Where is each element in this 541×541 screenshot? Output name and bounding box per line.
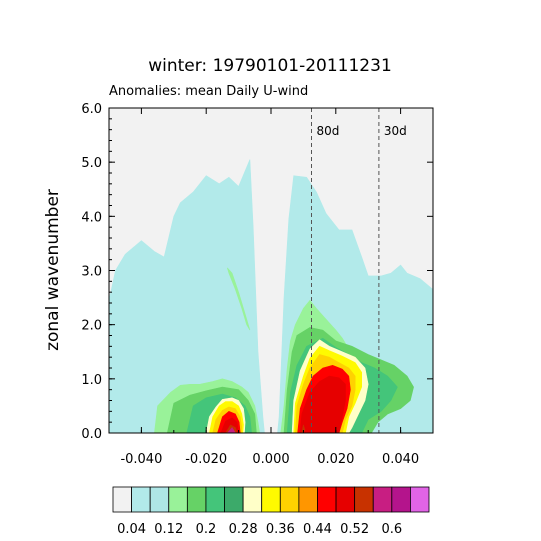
- colorbar-label: 0.52: [340, 522, 369, 537]
- colorbar-box: [131, 486, 151, 513]
- contour-fills: [109, 159, 433, 433]
- colorbar-box: [186, 486, 207, 513]
- colorbar-box: [224, 486, 244, 513]
- reference-label-30d: 30d: [384, 124, 407, 138]
- y-tick-label: 0.0: [81, 427, 102, 442]
- colorbar-label: 0.6: [381, 522, 402, 537]
- reference-lines: 80d 30d: [311, 108, 407, 433]
- chart-title: winter: 19790101-20111231: [148, 56, 392, 76]
- x-tick-label: 0.040: [382, 452, 419, 467]
- x-tick-label: -0.020: [185, 452, 227, 467]
- x-tick-label: 0.000: [252, 452, 289, 467]
- colorbar-box: [279, 486, 300, 513]
- chart-subtitle: Anomalies: mean Daily U-wind: [109, 84, 308, 99]
- colorbar-box: [298, 486, 318, 513]
- colorbar-label: 0.44: [303, 522, 332, 537]
- y-tick-label: 1.0: [81, 373, 102, 388]
- reference-label-80d: 80d: [317, 124, 340, 138]
- x-tick-label: 0.020: [317, 452, 354, 467]
- y-axis-label: zonal wavenumber: [43, 189, 63, 351]
- colorbar-box: [391, 486, 411, 513]
- colorbar-box: [242, 486, 263, 513]
- colorbar-box: [168, 486, 188, 513]
- colorbar-label: 0.28: [229, 522, 258, 537]
- colorbar-box: [112, 486, 132, 513]
- x-axis: -0.040 -0.020 0.000 0.020 0.040: [108, 108, 434, 467]
- y-tick-label: 4.0: [81, 210, 102, 225]
- colorbar-label: 0.2: [196, 522, 217, 537]
- colorbar-box: [354, 486, 374, 513]
- x-tick-label: -0.040: [120, 452, 162, 467]
- y-tick-label: 2.0: [81, 319, 102, 334]
- colorbar: 0.04 0.12 0.2 0.28 0.36 0.44 0.52 0.6: [112, 486, 430, 537]
- y-tick-label: 6.0: [81, 102, 102, 117]
- colorbar-box: [149, 486, 170, 513]
- contour-level-14-region-0: [226, 427, 236, 433]
- colorbar-label: 0.12: [154, 522, 183, 537]
- colorbar-box: [261, 486, 281, 513]
- colorbar-box: [372, 486, 393, 513]
- y-tick-label: 3.0: [81, 265, 102, 280]
- colorbar-box: [410, 486, 430, 513]
- y-tick-label: 5.0: [81, 156, 102, 171]
- y-axis: 0.0 1.0 2.0 3.0 4.0 5.0 6.0: [81, 102, 433, 442]
- colorbar-label: 0.36: [266, 522, 295, 537]
- contour-level-3-region-2: [227, 267, 251, 331]
- colorbar-box: [317, 486, 337, 513]
- colorbar-box: [205, 486, 225, 513]
- colorbar-box: [335, 486, 356, 513]
- colorbar-label: 0.04: [117, 522, 146, 537]
